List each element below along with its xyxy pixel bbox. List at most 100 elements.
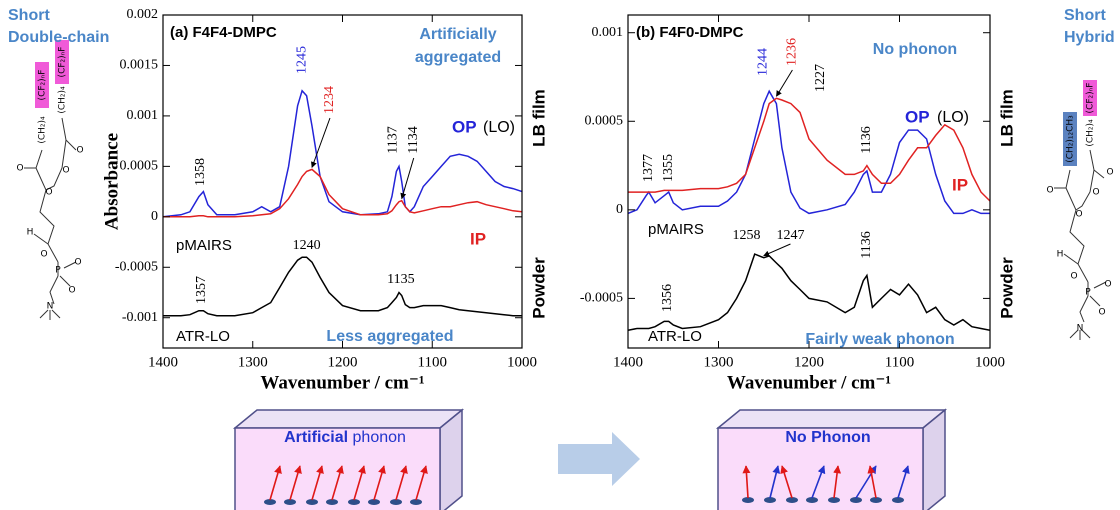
x-tick-label: 1000	[507, 354, 537, 370]
dipole-arrow	[311, 465, 324, 501]
x-tick-label: 1200	[328, 354, 358, 370]
atom-label: O	[62, 166, 69, 176]
no-phonon-box	[715, 408, 948, 510]
panel-title: Double-chain	[8, 29, 109, 46]
y-tick-label: 0.0015	[120, 58, 159, 73]
annotation: pMAIRS	[176, 237, 232, 254]
atom-label: O	[74, 258, 81, 268]
peak-label: 1377	[641, 154, 656, 182]
atom-label: O	[1075, 210, 1082, 220]
molecule-head	[870, 497, 882, 503]
transition-arrow	[558, 432, 640, 486]
peak-label: 1135	[387, 272, 414, 287]
x-tick-label: 1400	[613, 354, 643, 370]
peak-label: 1136	[859, 231, 874, 258]
molecule-head	[306, 499, 318, 505]
molecule-head	[892, 497, 904, 503]
molecule-head	[850, 497, 862, 503]
peak-label: 1134	[406, 126, 421, 153]
annotation: (LO)	[483, 119, 515, 136]
y-tick-label: 0	[151, 209, 158, 224]
peak-label: 1244	[755, 48, 770, 76]
molecule-head	[786, 497, 798, 503]
box-label: Artificial phonon	[284, 429, 406, 446]
molecule-head	[764, 497, 776, 503]
annotation: No phonon	[873, 41, 957, 58]
panel-title: Short	[1064, 7, 1106, 24]
peak-label: 1240	[293, 238, 321, 253]
dipole-arrow	[897, 465, 910, 499]
y-tick-label: 0.002	[127, 7, 159, 22]
box-label-bold: Artificial	[284, 429, 348, 446]
molecule-head	[368, 499, 380, 505]
series-line	[628, 253, 990, 332]
dipole-arrow	[331, 465, 344, 501]
atom-label: O	[76, 146, 83, 156]
peak-label: 1355	[661, 154, 676, 182]
y-tick-label: 0.0005	[120, 159, 159, 174]
atom-label: O	[1106, 168, 1113, 178]
atom-label: O	[40, 250, 47, 260]
atom-label: N	[47, 302, 54, 312]
series-line	[628, 89, 990, 215]
y-tick-label: 0.001	[592, 25, 624, 40]
atom-label: O	[1104, 280, 1111, 290]
peak-arrow	[763, 243, 791, 257]
side-label: Powder	[529, 257, 548, 319]
y-tick-label: 0	[616, 202, 623, 217]
series-label: IP	[470, 229, 486, 248]
dipole-arrow	[269, 465, 282, 501]
atom-label: H	[1057, 250, 1064, 260]
peak-arrow	[400, 157, 415, 200]
atom-label: O	[68, 286, 75, 296]
annotation: pMAIRS	[648, 221, 704, 238]
peak-arrow	[311, 117, 331, 168]
molecule-head	[348, 499, 360, 505]
atom-label: O	[16, 164, 23, 174]
chain-label: (CF₂)ₙF	[1086, 83, 1096, 114]
annotation: Fairly weak phonon	[805, 331, 954, 348]
series-line	[163, 256, 522, 317]
peak-label: 1136	[859, 126, 874, 153]
peak-label: 1234	[322, 86, 337, 114]
dipole-arrow	[867, 465, 877, 499]
y-tick-label: -0.0005	[580, 291, 623, 306]
x-tick-label: 1300	[238, 354, 268, 370]
series-line	[628, 97, 990, 202]
chart: OP IP ATR-LO 1400 1300 1200 1100 1000 0.001 0.000…	[580, 14, 1016, 393]
x-tick-label: 1100	[885, 354, 914, 370]
chain-label: (CH₂)₄	[58, 86, 68, 114]
molecule-head	[828, 497, 840, 503]
dipole-arrow	[395, 465, 408, 501]
box-label-text: phonon	[353, 429, 406, 446]
annotation: (LO)	[937, 109, 969, 126]
side-label: Powder	[997, 257, 1016, 319]
peak-label: 1258	[733, 228, 761, 243]
panel-title: Hybrid	[1064, 29, 1115, 46]
x-tick-label: 1100	[418, 354, 447, 370]
atom-label: P	[55, 266, 61, 276]
atom-label: H	[27, 228, 34, 238]
series-label: ATR-LO	[176, 328, 230, 345]
dipole-arrow	[833, 465, 842, 499]
x-tick-label: 1400	[148, 354, 178, 370]
atom-label: O	[1092, 188, 1099, 198]
series-line	[163, 89, 522, 218]
dipole-arrow	[373, 465, 386, 501]
y-axis-title: Absorbance	[101, 133, 122, 230]
chain-label: (CH₂)₄	[38, 116, 48, 144]
dipole-arrow	[811, 465, 826, 499]
molecule-head	[264, 499, 276, 505]
atom-label: O	[1070, 272, 1077, 282]
series-label: OP	[452, 117, 477, 136]
side-label: LB film	[529, 89, 548, 147]
annotation: Less aggregated	[326, 328, 453, 345]
atom-label: O	[45, 188, 52, 198]
dipole-arrow	[415, 465, 428, 501]
y-tick-label: 0.0005	[585, 113, 624, 128]
box-label: No Phonon	[785, 429, 870, 446]
dipole-arrow	[742, 465, 751, 499]
chain-label: (CF₂)ₙF	[38, 70, 48, 101]
